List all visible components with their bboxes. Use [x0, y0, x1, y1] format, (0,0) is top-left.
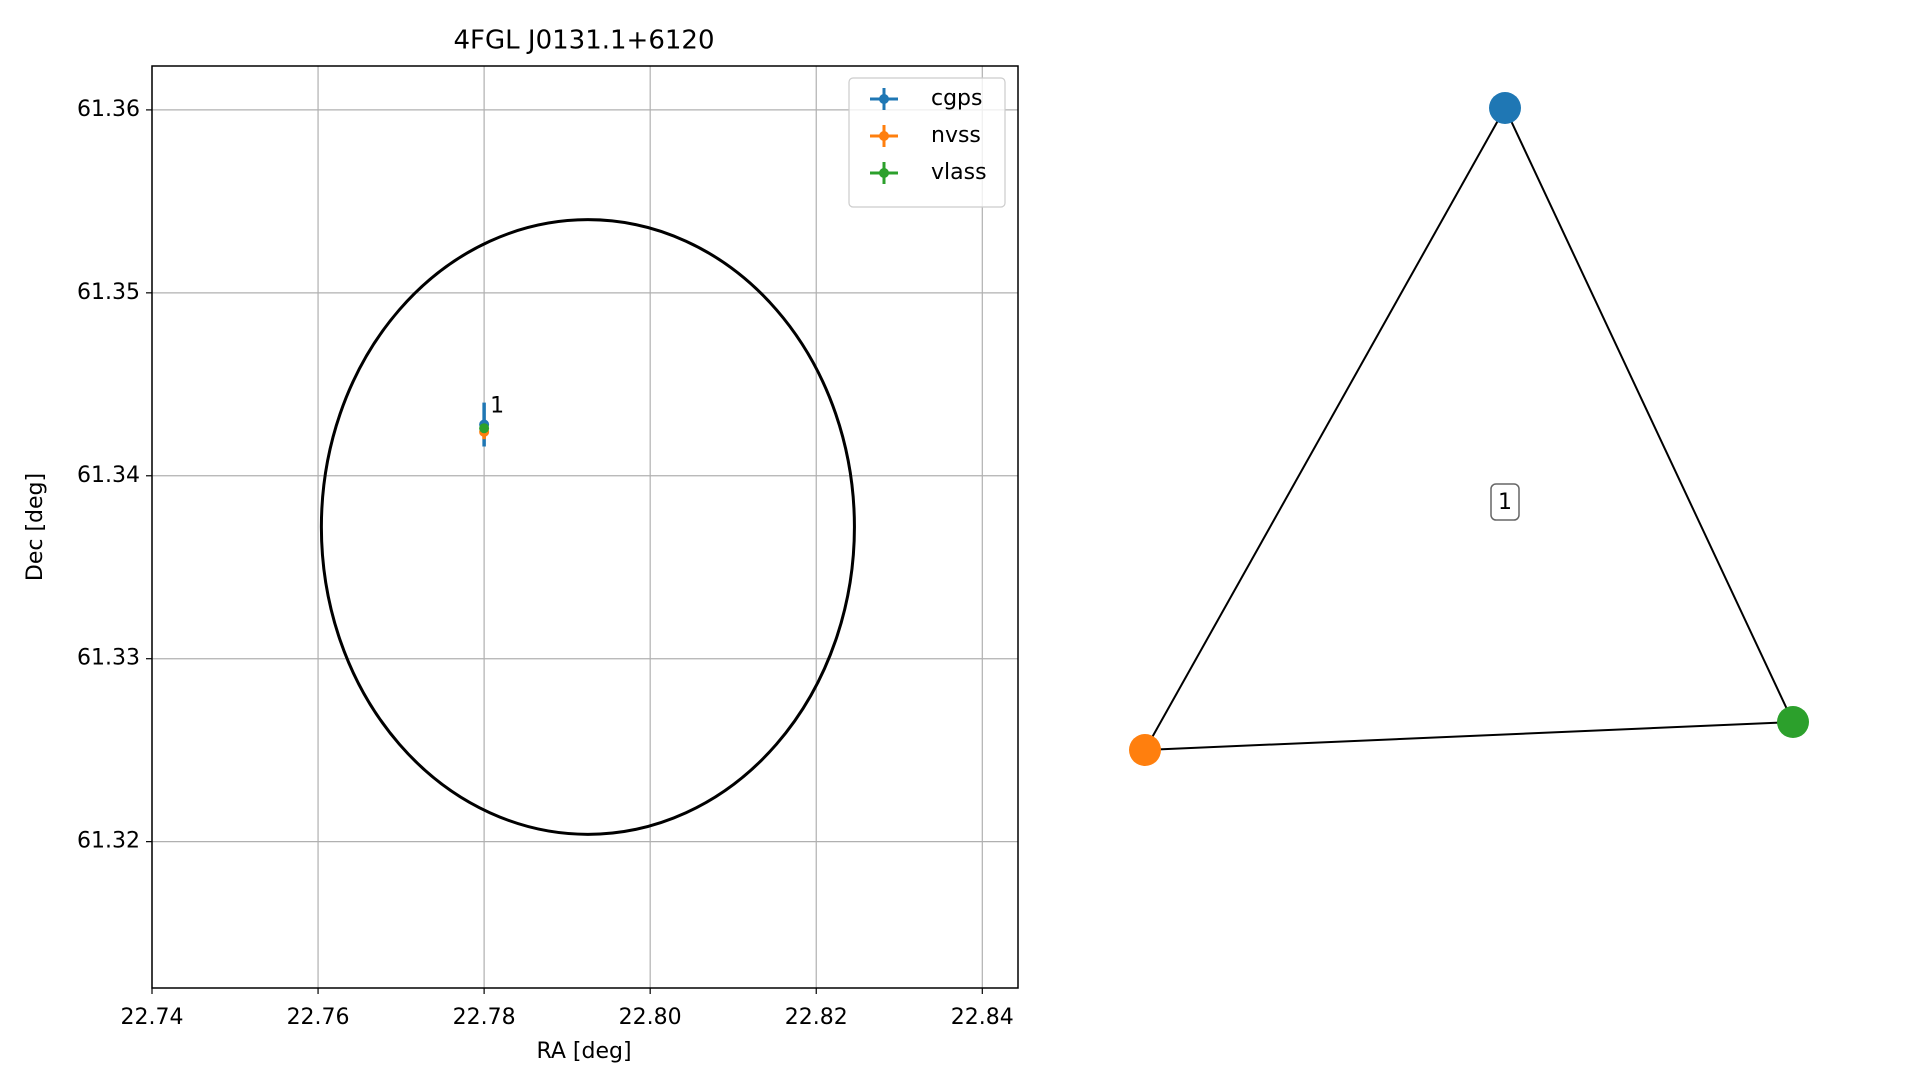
legend-label: nvss [931, 123, 981, 148]
node [1489, 92, 1521, 124]
y-tick-label: 61.32 [77, 829, 140, 854]
node [1777, 706, 1809, 738]
point [479, 423, 490, 434]
x-tick-label: 22.78 [453, 1005, 516, 1030]
plot-frame [151, 65, 1019, 989]
annotation: 1 [490, 394, 504, 419]
x-tick-label: 22.82 [785, 1005, 848, 1030]
x-tick-label: 22.76 [287, 1005, 350, 1030]
edge [1504, 107, 1794, 723]
edge-label: 1 [1498, 490, 1512, 515]
legend-swatch [879, 168, 889, 178]
edge [1144, 107, 1506, 751]
x-tick-label: 22.80 [619, 1005, 682, 1030]
x-axis-label: RA [deg] [536, 1039, 631, 1064]
legend-swatch [879, 131, 889, 141]
legend-label: cgps [931, 86, 983, 111]
y-tick-label: 61.36 [77, 97, 140, 122]
x-tick-label: 22.84 [951, 1005, 1014, 1030]
y-tick-label: 61.34 [77, 463, 140, 488]
edge [1144, 721, 1794, 751]
y-tick-label: 61.33 [77, 646, 140, 671]
edge-label-box [1490, 483, 1520, 521]
chart-title: 4FGL J0131.1+6120 [454, 26, 715, 56]
legend-swatch [879, 94, 889, 104]
error-ellipse [319, 218, 856, 836]
y-tick-label: 61.35 [77, 280, 140, 305]
node [1129, 734, 1161, 766]
legend-label: vlass [931, 160, 987, 185]
y-axis-label: Dec [deg] [23, 473, 48, 581]
x-tick-label: 22.74 [121, 1005, 184, 1030]
